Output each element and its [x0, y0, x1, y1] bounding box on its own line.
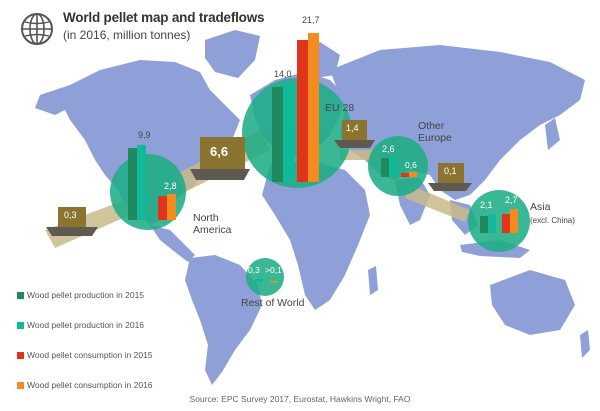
legend: Wood pellet production in 2015 Wood pell… [17, 290, 197, 410]
legend-label: Wood pellet consumption in 2016 [27, 380, 153, 390]
value-north-america-consumption: 2,8 [164, 181, 177, 191]
source-note: Source: EPC Survey 2017, Eurostat, Hawki… [189, 394, 411, 404]
value-other-europe-consumption: 0,6 [405, 160, 417, 170]
legend-swatch [17, 322, 24, 329]
japan-shape [545, 118, 560, 150]
region-label-rest-of-world: Rest of World [241, 297, 305, 309]
region-circle-rest-of-world [246, 258, 284, 296]
tradeflow-value-other-europe: 1,4 [346, 123, 359, 133]
africa-shape [262, 160, 370, 310]
bar-north-america-consumption-2015 [158, 196, 167, 220]
legend-label: Wood pellet production in 2016 [27, 320, 145, 330]
bar-eu28-production-2016 [283, 84, 294, 182]
value-other-europe-production: 2,6 [382, 144, 395, 154]
value-asia-consumption: 2,7 [505, 195, 518, 205]
ship-other-europe [334, 120, 375, 148]
legend-label: Wood pellet production in 2015 [27, 290, 145, 300]
crate-other-europe [342, 120, 367, 140]
value-north-america-production: 9,9 [138, 130, 151, 140]
region-label-asia: Asia [530, 201, 551, 213]
tradeflow-value-asia: 0,1 [444, 166, 457, 176]
legend-label: Wood pellet consumption in 2015 [27, 350, 153, 360]
region-label-north-america: North America [193, 212, 232, 236]
region-note-asia: (excl. China) [530, 216, 575, 225]
hull-west [46, 227, 98, 236]
south-america-shape [185, 255, 262, 385]
globe-icon [21, 13, 53, 45]
bar-eu28-consumption-2016 [308, 33, 319, 182]
hull-asia [428, 183, 472, 191]
legend-item: Wood pellet production in 2015 [17, 290, 197, 316]
value-eu28-production: 14,0 [274, 69, 292, 79]
ship-asia [428, 163, 472, 191]
bar-asia-consumption-2016 [510, 209, 518, 233]
region-circle-other-europe [368, 136, 428, 196]
value-rest-of-world-production: 0,3 [248, 265, 260, 275]
greenland-shape [205, 30, 260, 78]
bar-eu28-consumption-2015 [297, 40, 308, 182]
region-label-eu28: EU 28 [325, 102, 355, 114]
tradeflow-value-atlantic: 6,6 [210, 144, 229, 159]
alaska-shape [35, 85, 75, 115]
ships [46, 120, 472, 236]
value-eu28-consumption: 21,7 [302, 15, 320, 25]
hull-atlantic [190, 169, 250, 180]
legend-item: Wood pellet production in 2016 [17, 320, 197, 346]
flow-band-asia [405, 185, 470, 222]
page-title: World pellet map and tradeflows [63, 10, 265, 25]
bar-north-america-production-2015 [128, 148, 137, 220]
legend-swatch [17, 292, 24, 299]
bar-rest-of-world-production-2016 [255, 279, 263, 282]
ship-west [46, 207, 98, 236]
bar-asia-consumption-2015 [502, 214, 510, 233]
value-rest-of-world-consumption: >0,1 [265, 265, 282, 275]
bar-other-europe-consumption-2015 [401, 173, 409, 177]
crate-west [58, 207, 86, 227]
bar-asia-production-2016 [488, 214, 496, 233]
bar-asia-production-2015 [480, 216, 488, 233]
region-label-other-europe: Other Europe [418, 120, 452, 144]
hull-other-europe [334, 140, 375, 148]
new-zealand-shape [580, 330, 590, 358]
australia-shape [490, 270, 575, 335]
bar-north-america-consumption-2016 [167, 194, 176, 220]
bar-eu28-production-2015 [272, 87, 283, 182]
region-circle-asia [468, 190, 530, 252]
crate-atlantic [200, 137, 245, 169]
legend-item: Wood pellet consumption in 2015 [17, 350, 197, 376]
bar-other-europe-production-2015 [381, 158, 389, 177]
bar-other-europe-production-2016 [389, 156, 397, 177]
madagascar-shape [368, 266, 378, 295]
legend-swatch [17, 352, 24, 359]
central-america-shape [150, 225, 195, 262]
legend-item: Wood pellet consumption in 2016 [17, 380, 197, 406]
bar-rest-of-world-consumption-2016 [270, 281, 278, 283]
bar-north-america-production-2016 [137, 145, 146, 220]
page-subtitle: (in 2016, million tonnes) [63, 28, 191, 42]
bar-other-europe-consumption-2016 [409, 172, 417, 177]
ship-atlantic [190, 137, 250, 180]
bars [128, 33, 518, 283]
value-asia-production: 2,1 [480, 200, 493, 210]
crate-asia [438, 163, 464, 183]
legend-swatch [17, 382, 24, 389]
tradeflow-value-west: 0,3 [64, 210, 77, 220]
